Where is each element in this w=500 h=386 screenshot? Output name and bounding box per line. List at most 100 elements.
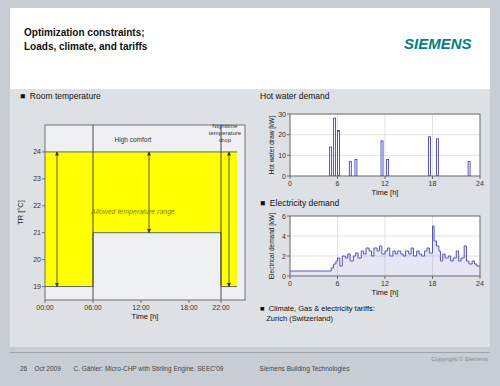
grid-line bbox=[290, 155, 480, 156]
tick bbox=[42, 178, 45, 179]
tick-label: 0 bbox=[282, 173, 286, 180]
x-axis-label: Time [h] bbox=[372, 188, 399, 197]
page: Optimization constraints;Loads, climate,… bbox=[0, 0, 500, 386]
x-axis-label: Time [h] bbox=[372, 288, 399, 297]
tick bbox=[93, 300, 94, 303]
step-line bbox=[290, 226, 480, 271]
marker-line bbox=[221, 125, 222, 300]
tick-label: 12 bbox=[381, 180, 389, 187]
chart-title: ■ Electricity demand bbox=[260, 198, 340, 208]
plot-background bbox=[45, 125, 245, 300]
tick bbox=[385, 176, 386, 179]
tick-label: 18 bbox=[429, 180, 437, 187]
bar bbox=[338, 131, 340, 176]
tick-label: 0 bbox=[288, 280, 292, 287]
x-axis-label: Time [h] bbox=[132, 312, 159, 321]
area-fill bbox=[290, 226, 480, 276]
y-axis-label: TR [°C] bbox=[16, 200, 25, 225]
tick-label: 23 bbox=[33, 175, 41, 182]
bar bbox=[381, 141, 383, 176]
tick bbox=[42, 232, 45, 233]
tick bbox=[432, 176, 433, 179]
tick-label: 2 bbox=[282, 253, 286, 260]
footer-text: 26 Oct 2009 C. Gähler: Micro-CHP with St… bbox=[20, 365, 349, 374]
bar bbox=[468, 162, 470, 176]
band-area bbox=[45, 152, 237, 287]
tick bbox=[480, 176, 481, 179]
bar bbox=[355, 159, 357, 176]
y-axis-label: Electrical demand [kW] bbox=[268, 213, 276, 280]
bar bbox=[349, 162, 351, 176]
tick-label: 20 bbox=[33, 256, 41, 263]
grid-line bbox=[385, 114, 386, 176]
tick-label: 12:00 bbox=[132, 304, 150, 311]
tick-label: 00:00 bbox=[36, 304, 54, 311]
plot-frame bbox=[290, 216, 480, 276]
tick-label: 24 bbox=[476, 180, 484, 187]
page-subtitle: Loads, climate, and tariffs bbox=[24, 40, 147, 54]
lower-boundary bbox=[45, 233, 237, 287]
tick bbox=[290, 176, 291, 179]
bar bbox=[330, 147, 332, 176]
range-arrow bbox=[149, 152, 150, 233]
tick bbox=[290, 276, 291, 279]
tick-label: 12 bbox=[381, 280, 389, 287]
tick-label: 18:00 bbox=[180, 304, 198, 311]
bar bbox=[334, 118, 336, 176]
tick bbox=[287, 236, 290, 237]
tick bbox=[189, 300, 190, 303]
tick-label: 6 bbox=[282, 213, 286, 220]
chart-title: Hot water demand bbox=[260, 91, 330, 101]
bar bbox=[429, 137, 431, 176]
tick-label: 22:00 bbox=[212, 304, 230, 311]
tick-label: 6 bbox=[336, 180, 340, 187]
annotation: Nighttimetemperaturedrop bbox=[209, 123, 242, 142]
band-label: Allowed temperature range bbox=[90, 208, 175, 216]
grid-line bbox=[432, 114, 433, 176]
tick bbox=[42, 259, 45, 260]
logo: SIEMENS bbox=[404, 34, 472, 54]
tick-label: 22 bbox=[33, 202, 41, 209]
tick bbox=[287, 155, 290, 156]
tick bbox=[287, 276, 290, 277]
page-title: Optimization constraints; bbox=[24, 26, 145, 40]
tick-label: 30 bbox=[278, 111, 286, 118]
chart: 061218240102030Time [h]Hot water draw [k… bbox=[260, 91, 484, 197]
plot-frame bbox=[45, 125, 245, 300]
tick bbox=[287, 256, 290, 257]
tick bbox=[287, 216, 290, 217]
tick-label: 0 bbox=[282, 273, 286, 280]
tick-label: 06:00 bbox=[84, 304, 102, 311]
footer-rule bbox=[10, 352, 490, 353]
chart-title: ■ Room temperature bbox=[20, 91, 101, 101]
tick bbox=[287, 114, 290, 115]
tick-label: 20 bbox=[278, 131, 286, 138]
grid-line bbox=[290, 236, 480, 237]
range-arrow bbox=[229, 152, 230, 287]
tick-label: 0 bbox=[288, 180, 292, 187]
tick bbox=[42, 286, 45, 287]
tick bbox=[45, 300, 46, 303]
plot-background bbox=[290, 216, 480, 276]
chart: 061218240246Time [h]Electrical demand [k… bbox=[260, 198, 484, 297]
tick-label: 6 bbox=[336, 280, 340, 287]
tick-label: 4 bbox=[282, 233, 286, 240]
upper-boundary bbox=[45, 151, 237, 152]
y-axis-label: Hot water draw [kW] bbox=[268, 116, 276, 175]
tick-label: 21 bbox=[33, 229, 41, 236]
bar bbox=[387, 159, 389, 176]
tick-label: 24 bbox=[33, 148, 41, 155]
tick bbox=[287, 134, 290, 135]
tick bbox=[432, 276, 433, 279]
tick bbox=[42, 205, 45, 206]
bar bbox=[436, 139, 438, 176]
grid-line bbox=[290, 134, 480, 135]
plot-frame bbox=[290, 114, 480, 176]
plot-background bbox=[290, 114, 480, 176]
data-layer bbox=[45, 125, 237, 300]
tick-label: 24 bbox=[476, 280, 484, 287]
tick bbox=[337, 176, 338, 179]
tick bbox=[42, 151, 45, 152]
annotation: High comfort bbox=[115, 136, 152, 144]
tick bbox=[287, 176, 290, 177]
